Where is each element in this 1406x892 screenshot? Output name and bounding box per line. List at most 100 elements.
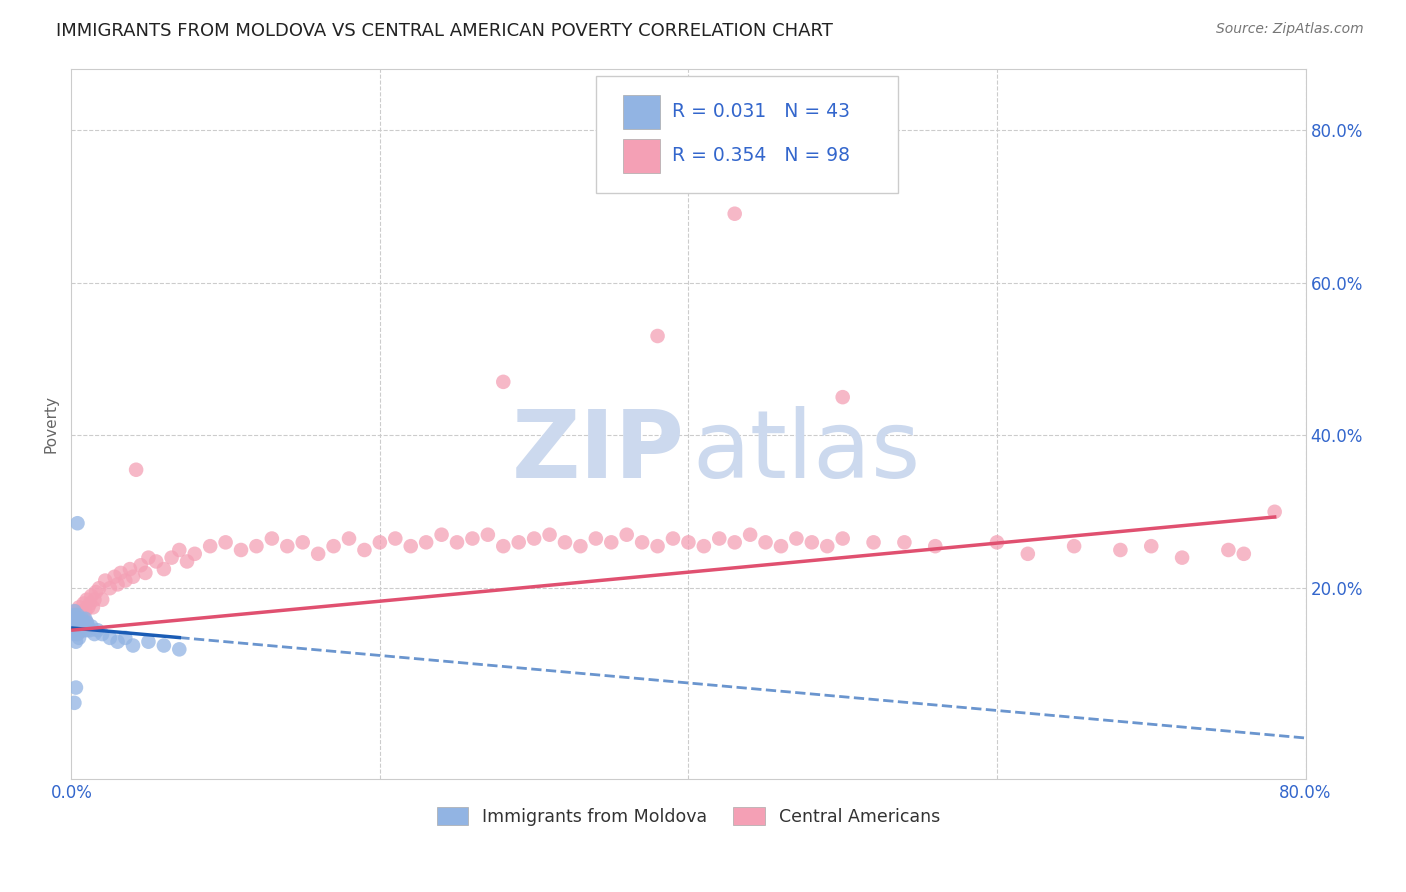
Point — [98, 581, 121, 595]
Point — [76, 615, 98, 630]
Point — [862, 535, 884, 549]
Point — [114, 574, 136, 588]
Text: R = 0.031   N = 43: R = 0.031 N = 43 — [672, 103, 851, 121]
Point — [63, 607, 86, 622]
Point — [122, 639, 145, 653]
Point — [600, 535, 623, 549]
Point — [84, 585, 107, 599]
Point — [477, 527, 499, 541]
Point — [83, 627, 105, 641]
Point — [769, 539, 792, 553]
Point — [153, 562, 176, 576]
Point — [415, 535, 437, 549]
Text: IMMIGRANTS FROM MOLDOVA VS CENTRAL AMERICAN POVERTY CORRELATION CHART: IMMIGRANTS FROM MOLDOVA VS CENTRAL AMERI… — [56, 22, 834, 40]
Point — [538, 527, 561, 541]
Point — [245, 539, 267, 553]
Text: Source: ZipAtlas.com: Source: ZipAtlas.com — [1216, 22, 1364, 37]
Point — [63, 604, 86, 618]
Point — [184, 547, 207, 561]
Point — [122, 570, 145, 584]
Point — [754, 535, 776, 549]
Point — [145, 554, 167, 568]
Point — [647, 539, 669, 553]
Point — [831, 390, 853, 404]
Point — [647, 329, 669, 343]
Point — [1017, 547, 1039, 561]
Point — [986, 535, 1008, 549]
Point — [91, 592, 114, 607]
Point — [63, 624, 86, 638]
Point — [63, 696, 86, 710]
Point — [118, 562, 141, 576]
Point — [893, 535, 915, 549]
Point — [65, 619, 87, 633]
Point — [169, 642, 191, 657]
Point — [65, 624, 87, 638]
Legend: Immigrants from Moldova, Central Americans: Immigrants from Moldova, Central America… — [429, 798, 949, 835]
Point — [1109, 543, 1132, 558]
Point — [569, 539, 592, 553]
Point — [1063, 539, 1085, 553]
Point — [678, 535, 700, 549]
Point — [66, 607, 89, 622]
Point — [693, 539, 716, 553]
Point — [260, 532, 283, 546]
Point — [523, 532, 546, 546]
Point — [785, 532, 807, 546]
FancyBboxPatch shape — [623, 139, 659, 173]
Point — [77, 619, 100, 633]
Point — [110, 566, 132, 580]
Point — [114, 631, 136, 645]
Point — [800, 535, 823, 549]
Point — [67, 600, 90, 615]
Point — [160, 550, 183, 565]
Point — [368, 535, 391, 549]
Point — [75, 604, 97, 618]
Point — [709, 532, 731, 546]
Point — [169, 543, 191, 558]
Point — [75, 619, 97, 633]
Text: R = 0.354   N = 98: R = 0.354 N = 98 — [672, 146, 851, 165]
Point — [831, 532, 853, 546]
Point — [70, 619, 93, 633]
Point — [62, 619, 84, 633]
Point — [107, 577, 129, 591]
Y-axis label: Poverty: Poverty — [44, 395, 58, 453]
Point — [70, 619, 93, 633]
Point — [94, 574, 117, 588]
Point — [70, 604, 93, 618]
Point — [353, 543, 375, 558]
Text: ZIP: ZIP — [512, 407, 685, 499]
Point — [65, 612, 87, 626]
Point — [384, 532, 406, 546]
Point — [492, 375, 515, 389]
Point — [62, 615, 84, 630]
Point — [69, 607, 91, 622]
Point — [337, 532, 360, 546]
FancyBboxPatch shape — [596, 76, 898, 193]
Point — [66, 627, 89, 641]
Point — [815, 539, 838, 553]
Point — [76, 592, 98, 607]
Point — [65, 634, 87, 648]
Point — [72, 615, 94, 630]
Point — [724, 535, 747, 549]
Point — [229, 543, 252, 558]
Point — [134, 566, 156, 580]
Point — [492, 539, 515, 553]
Point — [924, 539, 946, 553]
Point — [87, 581, 110, 595]
Point — [554, 535, 576, 549]
Point — [461, 532, 484, 546]
Point — [80, 619, 103, 633]
Point — [63, 612, 86, 626]
Point — [65, 604, 87, 618]
Point — [65, 619, 87, 633]
Point — [62, 615, 84, 630]
Point — [107, 634, 129, 648]
Point — [98, 631, 121, 645]
Point — [72, 624, 94, 638]
Point — [1233, 547, 1256, 561]
Point — [63, 624, 86, 638]
Point — [83, 592, 105, 607]
